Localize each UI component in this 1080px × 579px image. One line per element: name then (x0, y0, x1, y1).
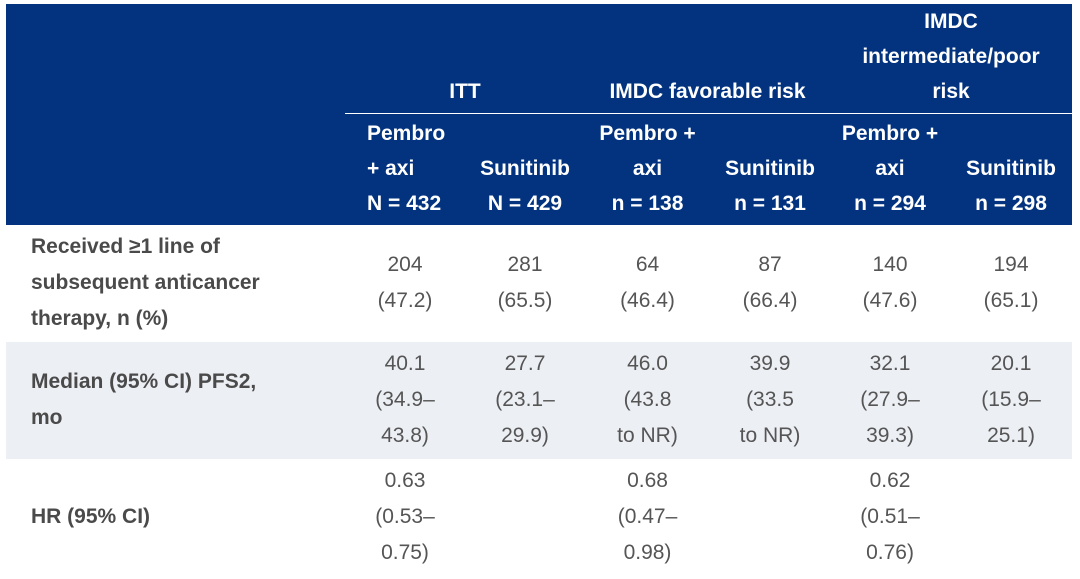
group-header-itt: ITT (345, 4, 585, 114)
table-cell: 140 (47.6) (862, 253, 918, 312)
group-header-favorable: IMDC favorable risk (585, 4, 831, 114)
table-row: Received ≥1 line of subsequent anticance… (6, 225, 1072, 342)
arm-header: Pembro + axi N = 432 (345, 113, 465, 225)
table-cell: 0.62 (0.51– 0.76) (860, 469, 920, 564)
table-cell: 20.1 (15.9– 25.1) (950, 342, 1073, 459)
table-cell: 0.68 (0.47– 0.98) (617, 469, 678, 564)
table-cell: 39.9 (33.5 to NR) (710, 342, 831, 459)
arm-header: Sunitinib n = 298 (950, 113, 1073, 225)
table-cell (710, 459, 830, 576)
row-label: Median (95% CI) PFS2, mo (6, 342, 345, 459)
group-header-row: ITT IMDC favorable risk IMDC intermediat… (6, 4, 1073, 225)
arm-header: Pembro + axi n = 294 (830, 113, 951, 225)
table-cell: 27.7 (23.1– 29.9) (465, 342, 585, 459)
arm-header: Sunitinib N = 429 (465, 113, 585, 225)
subsequent-therapy-pfs2-table: ITT IMDC favorable risk IMDC intermediat… (6, 4, 1073, 576)
corner-cell (6, 4, 345, 225)
group-header-intermediate-poor: IMDC intermediate/poor risk (830, 4, 1073, 114)
row-label: HR (95% CI) (31, 505, 151, 528)
table-row: Median (95% CI) PFS2, mo 40.1 (34.9– 43.… (6, 342, 1073, 459)
table-cell: 32.1 (27.9– 39.3) (830, 342, 951, 459)
table-cell: 46.0 (43.8 to NR) (585, 342, 710, 459)
table-cell: 0.63 (0.53– 0.75) (375, 469, 435, 564)
arm-header: Sunitinib n = 131 (710, 113, 831, 225)
table-cell: 281 (65.5) (497, 253, 553, 312)
arm-header-row: Pembro + axi N = 432 Sunitinib N = 429 P… (6, 113, 1073, 225)
table-cell (950, 459, 1072, 576)
table-cell (465, 459, 585, 576)
row-label: Received ≥1 line of subsequent anticance… (31, 235, 260, 330)
arm-header: Pembro + axi n = 138 (585, 113, 710, 225)
table-row: HR (95% CI) 0.63 (0.53– 0.75) 0.68 (0.47… (6, 459, 1072, 576)
table-cell: 87 (66.4) (742, 253, 798, 312)
table-cell: 64 (46.4) (620, 253, 675, 312)
table-cell: 40.1 (34.9– 43.8) (345, 342, 465, 459)
table-cell: 194 (65.1) (983, 253, 1039, 312)
table-cell: 204 (47.2) (377, 253, 433, 312)
